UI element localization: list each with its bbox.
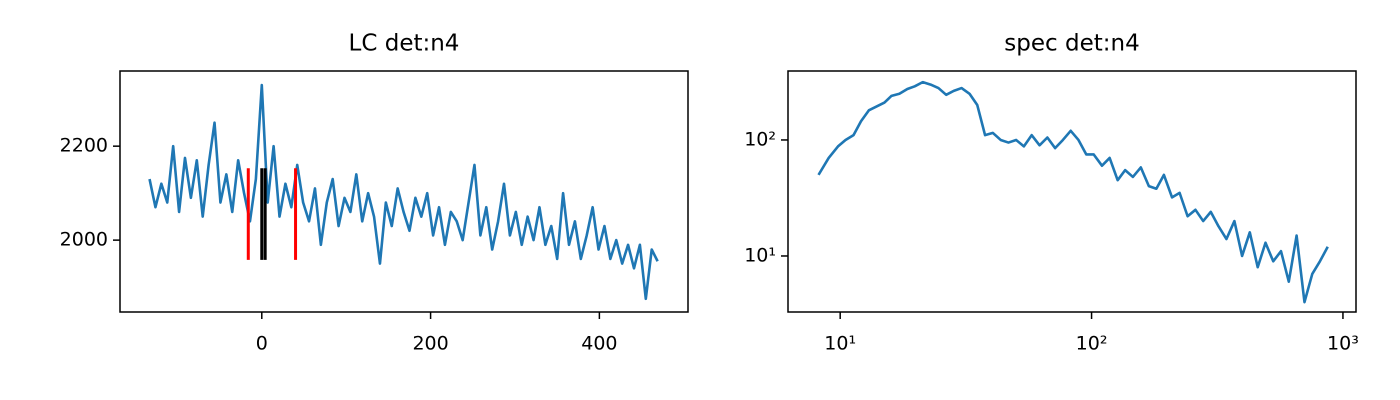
y-tick-label: 10¹ [744, 244, 776, 266]
chart-title: spec det:n4 [1004, 31, 1139, 57]
y-tick-label: 10² [744, 128, 776, 150]
x-tick-label: 400 [581, 333, 617, 355]
y-tick-label: 2200 [60, 135, 108, 157]
axes-frame [119, 70, 689, 313]
axes-frame [787, 70, 1357, 313]
data-line [148, 83, 659, 301]
x-tick-label: 0 [256, 333, 268, 355]
chart-title: LC det:n4 [349, 31, 460, 57]
x-tick-label: 200 [412, 333, 448, 355]
data-line [817, 80, 1329, 304]
x-tick-label: 10³ [1327, 333, 1359, 355]
x-tick-label: 10¹ [824, 333, 856, 355]
y-tick-label: 2000 [60, 229, 108, 251]
x-tick-label: 10² [1076, 333, 1108, 355]
